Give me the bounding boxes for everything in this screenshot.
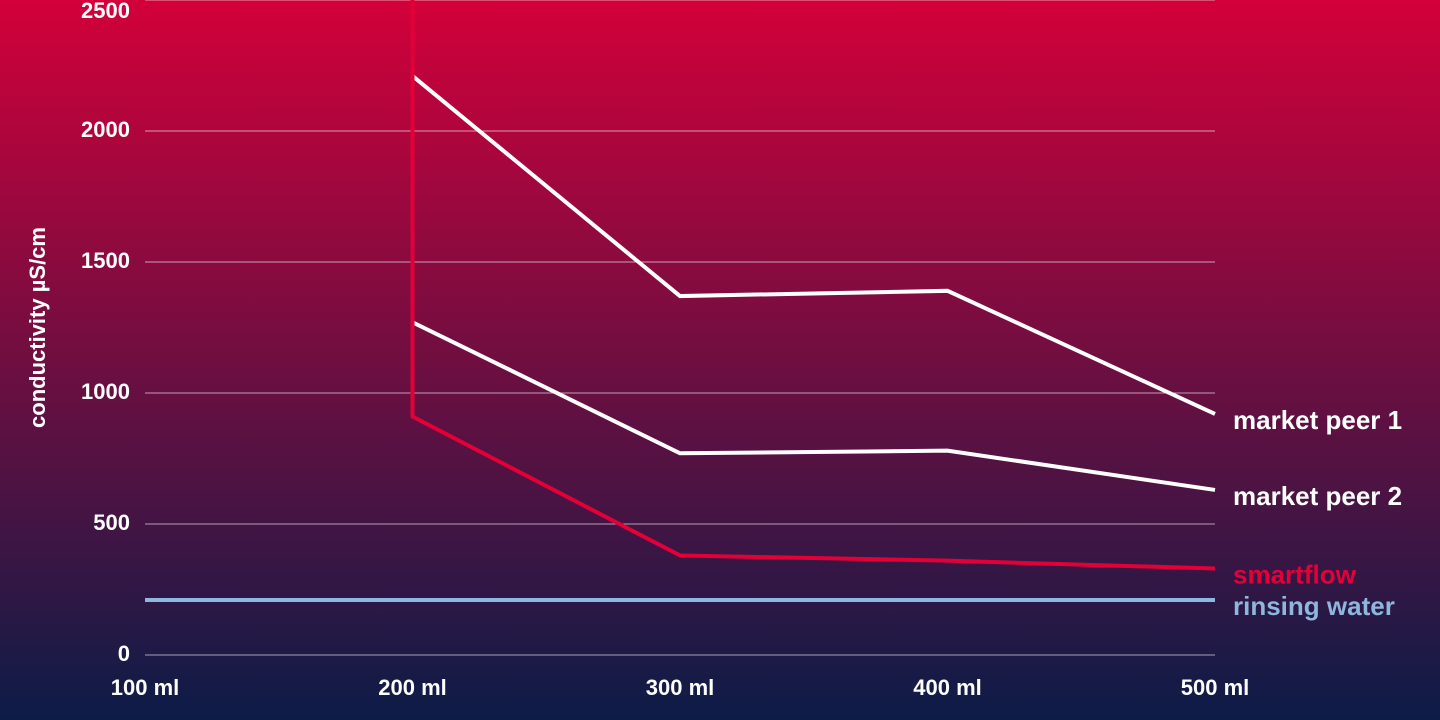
y-axis-title: conductivity µS/cm — [25, 227, 50, 428]
y-tick-label: 1500 — [81, 248, 130, 273]
y-tick-label: 2000 — [81, 117, 130, 142]
series-label-peer1: market peer 1 — [1233, 405, 1402, 435]
y-tick-label: 500 — [93, 510, 130, 535]
x-tick-label: 400 ml — [913, 675, 982, 700]
conductivity-chart: 0 500 1000 1500 2000 2500 100 ml 200 ml 300 ml 40… — [0, 0, 1440, 720]
series-label-peer2: market peer 2 — [1233, 481, 1402, 511]
y-tick-label: 0 — [118, 641, 130, 666]
chart-background — [0, 0, 1440, 720]
series-label-smartflow: smartflow — [1233, 559, 1357, 589]
y-tick-label: 1000 — [81, 379, 130, 404]
x-tick-label: 200 ml — [378, 675, 447, 700]
series-label-rinsing: rinsing water — [1233, 591, 1395, 621]
chart-svg: 0 500 1000 1500 2000 2500 100 ml 200 ml 300 ml 40… — [0, 0, 1440, 720]
x-tick-label: 100 ml — [111, 675, 180, 700]
x-tick-label: 500 ml — [1181, 675, 1250, 700]
x-tick-label: 300 ml — [646, 675, 715, 700]
y-tick-label: 2500 — [81, 0, 130, 23]
